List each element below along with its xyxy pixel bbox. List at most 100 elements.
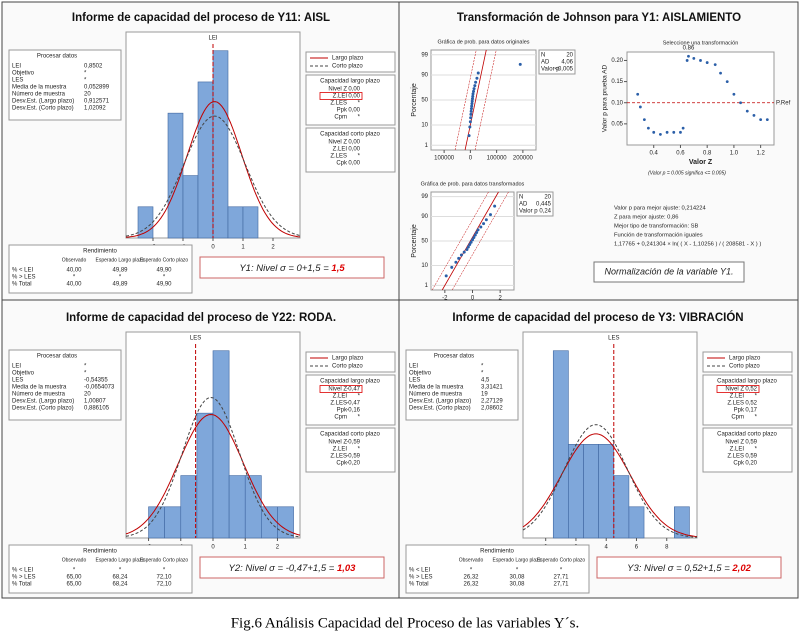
x-tick-label: 100000 [487, 156, 508, 162]
point [636, 92, 640, 96]
stats-label: LES [409, 378, 420, 384]
sigma-text: Y1: Nivel σ = 0+1,5 = [239, 263, 331, 274]
stats-value: 1,00807 [84, 399, 106, 405]
point [745, 109, 749, 113]
performance-column: Observado [459, 557, 484, 563]
y-tick-label: 50 [421, 239, 428, 245]
annotation: 0.86 [683, 46, 695, 52]
stats-value: 0,8502 [84, 64, 103, 70]
capability-header: Capacidad corto plazo [320, 132, 380, 138]
histogram-bar [613, 475, 630, 539]
performance-column: Observado [62, 557, 87, 563]
performance-cell: * [560, 568, 563, 574]
point [468, 243, 472, 247]
point [468, 125, 472, 129]
capability-header: Capacidad largo plazo [320, 79, 380, 85]
x-tick-label: 0 [469, 156, 473, 162]
capability-label: Ppk [337, 108, 348, 114]
capability-label: Z.LES [330, 401, 347, 407]
point [472, 89, 476, 93]
plot-title: Seleccione una transformación [663, 40, 739, 46]
result-line: Z para mejor ajuste: 0,86 [614, 215, 678, 221]
y-tick-label: 0.10 [611, 100, 623, 106]
y-tick-label: 50 [421, 98, 428, 104]
point [752, 114, 756, 117]
legend-box [702, 351, 793, 373]
performance-column: Esperado Corto plazo [140, 557, 189, 563]
stats-value: 0,052899 [84, 85, 110, 91]
capability-box [702, 374, 793, 426]
point [699, 59, 702, 62]
note-box [596, 556, 782, 579]
performance-cell: * [516, 568, 519, 574]
capability-value: * [358, 447, 361, 453]
x-tick-label: 0 [211, 545, 215, 551]
point [659, 133, 662, 136]
capability-label: Z.LES [330, 154, 347, 160]
capability-label: Cpk [336, 161, 348, 167]
point [462, 250, 466, 254]
performance-cell: 72,10 [156, 582, 172, 588]
x-tick-label: 0.8 [703, 151, 712, 157]
capability-box [305, 427, 396, 473]
stats-value: 19 [481, 392, 488, 398]
x-tick-label: 1.0 [730, 151, 739, 157]
sigma-result: 2,02 [731, 563, 751, 574]
point [459, 253, 463, 257]
plot-title: Gráfica de prob. para datos transformado… [421, 181, 525, 187]
capability-value: 0,00 [348, 161, 360, 167]
point [642, 118, 646, 122]
histogram-bar [674, 506, 690, 539]
histogram-bar [242, 206, 259, 239]
point [705, 61, 709, 64]
sigma-result: 1,5 [331, 263, 345, 274]
stats-label: Desv.Est. (Largo plazo) [409, 399, 471, 405]
point [685, 59, 689, 62]
point [450, 265, 454, 269]
point [473, 233, 477, 237]
stats-header: Procesar datos [37, 54, 77, 60]
capability-value: 0,17 [745, 408, 757, 414]
stats-value: 2,08602 [481, 406, 503, 412]
stats-header: Procesar datos [37, 354, 77, 360]
fit-curve [125, 396, 301, 538]
stats-label: Número de muestra [12, 92, 66, 98]
stats-box [538, 49, 576, 75]
performance-cell: 27,71 [553, 582, 569, 588]
stats-label: AD [519, 202, 528, 208]
result-line: 1,17765 + 0,241304 × ln( ( X - 1,10256 )… [614, 242, 761, 248]
legend-label: Largo plazo [332, 56, 364, 62]
stats-label: Media de la muestra [12, 85, 67, 91]
capability-label: Z.LES [330, 101, 347, 107]
legend-box [305, 351, 396, 373]
point [687, 54, 690, 58]
capability-value: -0,59 [346, 440, 360, 446]
result-line: Función de transformación iguales [614, 233, 703, 239]
capability-label: Z.LES [330, 454, 347, 460]
capability-value: * [755, 447, 758, 453]
performance-cell: * [163, 275, 166, 281]
capability-header: Capacidad corto plazo [320, 432, 380, 438]
point [479, 225, 483, 229]
capability-label: Nivel Z [328, 440, 347, 446]
highlight [319, 92, 363, 100]
sigma-result: 1,03 [337, 563, 356, 574]
ci-line [474, 49, 497, 151]
fit-curve [522, 424, 698, 538]
x-tick-label: 4 [605, 545, 609, 551]
result-line: Valor p para mejor ajuste: 0,214224 [614, 206, 707, 212]
capability-value: -0,47 [346, 401, 360, 407]
histogram-bar [583, 444, 599, 539]
legend-label: Corto plazo [332, 364, 363, 370]
point [468, 120, 472, 124]
capability-label: Nivel Z [328, 87, 347, 93]
point [471, 94, 475, 98]
performance-cell: % Total [12, 282, 32, 288]
stats-box [8, 349, 122, 421]
result-line: Mejor tipo de transformación: SB [614, 224, 699, 230]
y-axis-label: Porcentaje [411, 224, 418, 258]
performance-column: Esperado Corto plazo [537, 557, 586, 563]
y-tick-label: 90 [421, 214, 428, 220]
histogram-bar [148, 506, 165, 539]
performance-box [405, 544, 590, 594]
